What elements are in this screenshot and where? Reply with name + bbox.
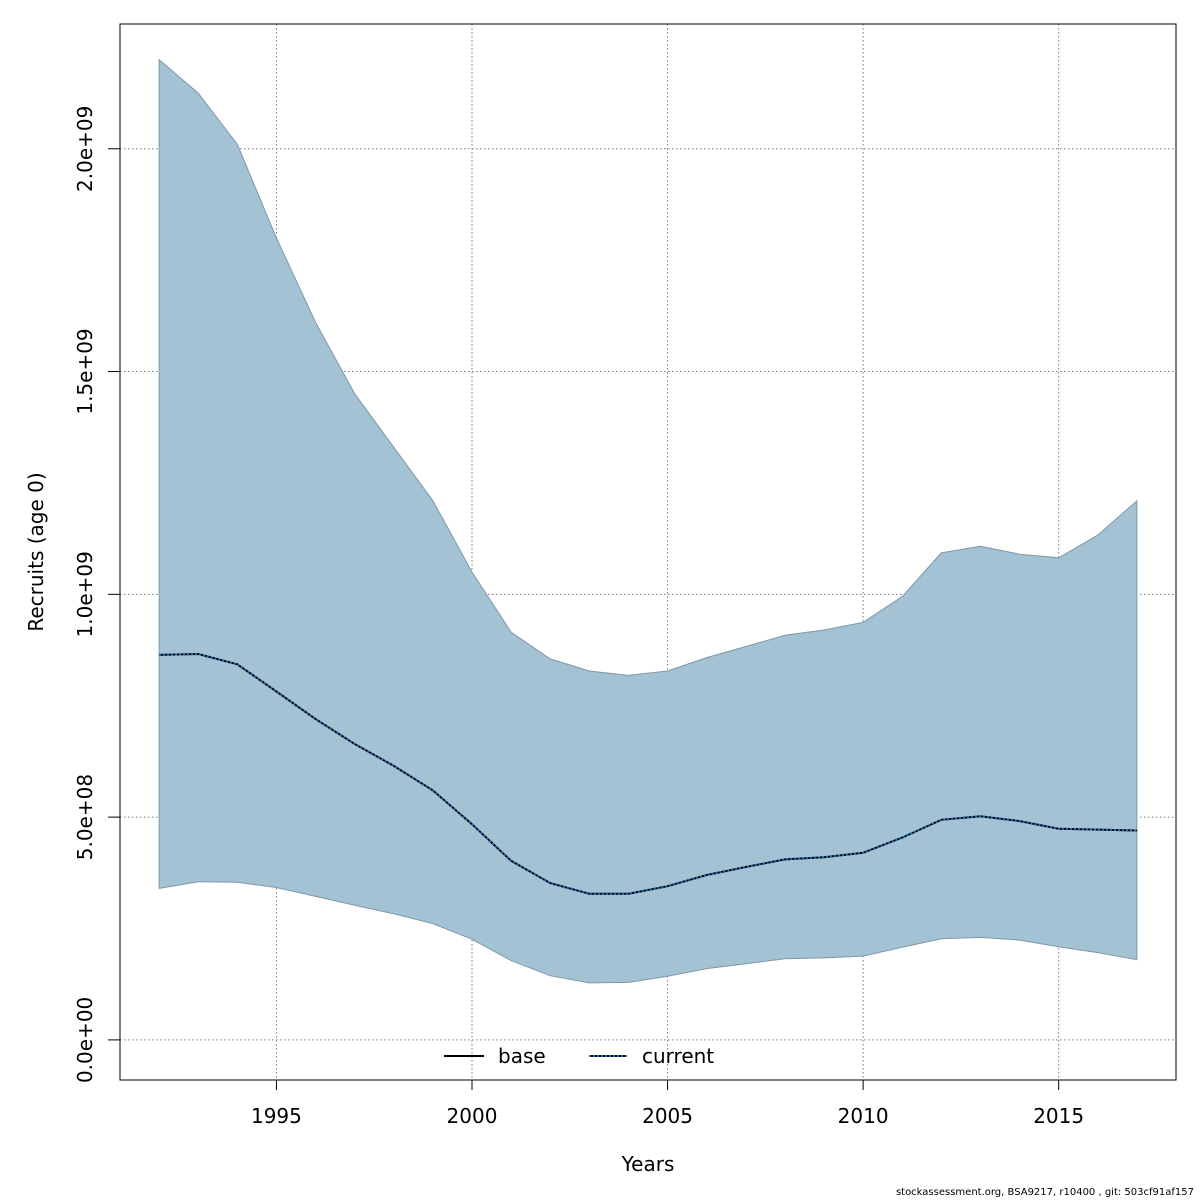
- legend-label-base: base: [498, 1044, 546, 1068]
- x-tick-label-2015: 2015: [1033, 1104, 1084, 1128]
- y-tick-label-4: 2.0e+09: [73, 106, 97, 192]
- series-line-base: [159, 652, 1137, 895]
- legend-label-current: current: [642, 1044, 714, 1068]
- footer-credit: stockassessment.org, BSA9217, r10400 , g…: [895, 1187, 1194, 1198]
- legend: base current: [444, 1044, 714, 1068]
- x-tick-label-2005: 2005: [642, 1104, 693, 1128]
- x-axis: 1995 2000 2005 2010 2015: [251, 1080, 1084, 1128]
- x-axis-label: Years: [621, 1152, 675, 1176]
- x-tick-label-1995: 1995: [251, 1104, 302, 1128]
- x-tick-label-2000: 2000: [447, 1104, 498, 1128]
- y-tick-label-2: 1.0e+09: [73, 551, 97, 637]
- plot-border: [119, 23, 1177, 1081]
- x-tick-label-2010: 2010: [838, 1104, 889, 1128]
- y-tick-label-0: 0.0e+00: [73, 997, 97, 1083]
- y-axis-label: Recruits (age 0): [24, 472, 48, 631]
- y-tick-label-1: 5.0e+08: [73, 774, 97, 860]
- confidence-band: [158, 58, 1138, 984]
- y-tick-label-3: 1.5e+09: [73, 328, 97, 414]
- y-axis: 0.0e+00 5.0e+08 1.0e+09 1.5e+09 2.0e+09: [73, 106, 120, 1083]
